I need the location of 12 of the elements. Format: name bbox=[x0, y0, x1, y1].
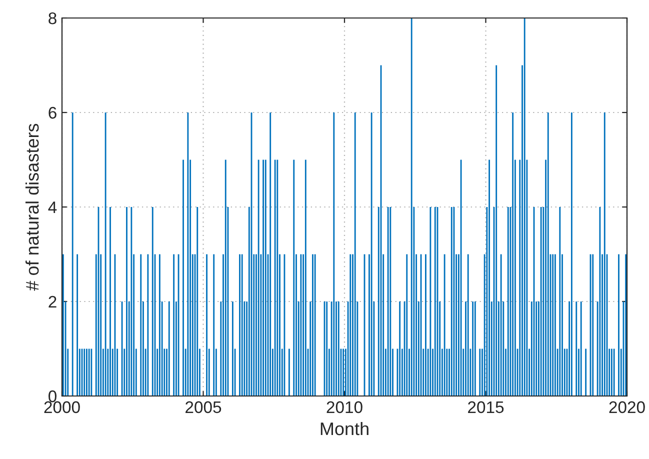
x-tick-label: 2020 bbox=[609, 401, 645, 414]
x-tick-label: 2005 bbox=[186, 401, 222, 414]
x-tick-label: 2000 bbox=[44, 401, 80, 414]
y-tick-label: 6 bbox=[48, 106, 56, 119]
x-tick-label: 2010 bbox=[326, 401, 362, 414]
y-axis-title: # of natural disasters bbox=[25, 124, 39, 291]
y-tick-label: 4 bbox=[48, 202, 57, 214]
x-tick-label: 2015 bbox=[468, 401, 504, 414]
x-axis-title: Month bbox=[320, 422, 368, 436]
y-tick-label: 8 bbox=[48, 12, 56, 24]
y-tick-label: 0 bbox=[48, 390, 56, 402]
y-tick-label: 2 bbox=[48, 296, 56, 308]
